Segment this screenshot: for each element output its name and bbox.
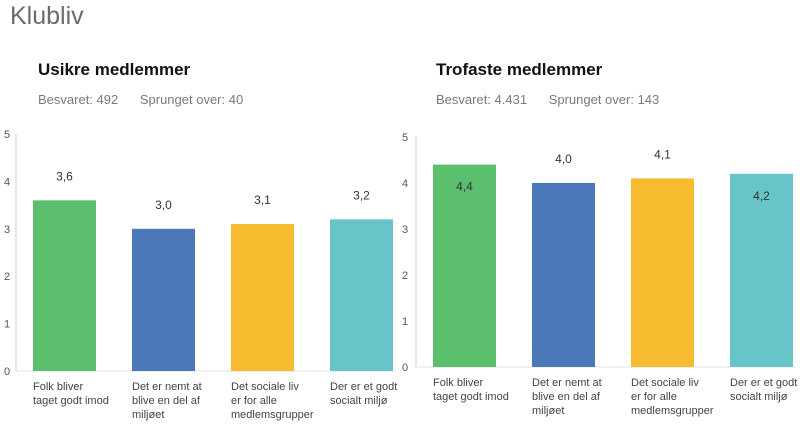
bar [33, 200, 96, 371]
answered-count: Besvaret: 4.431 [436, 92, 528, 107]
bar [631, 178, 694, 367]
skipped-count: Sprunget over: 40 [139, 92, 244, 107]
chart-stats: Besvaret: 4.431 Sprunget over: 143 [436, 92, 677, 107]
category-label: er for alle [231, 395, 277, 407]
category-label: taget godt imod [33, 395, 109, 407]
chart-panel-trofaste: Trofaste medlemmer Besvaret: 4.431 Sprun… [400, 0, 800, 438]
chart-panel-usikre: Usikre medlemmer Besvaret: 492 Sprunget … [4, 60, 397, 421]
data-label: 4,4 [456, 180, 473, 194]
y-tick-label: 2 [402, 270, 408, 282]
page-title: Klubliv [10, 2, 84, 30]
chart-title: Usikre medlemmer [38, 60, 191, 79]
category-label: Folk bliver [433, 377, 483, 389]
bar [132, 228, 195, 371]
y-tick-label: 3 [4, 224, 10, 236]
category-label: Det er nemt at [532, 377, 602, 389]
chart-stats: Besvaret: 492 Sprunget over: 40 [38, 92, 261, 107]
data-label: 4,1 [654, 147, 671, 161]
bar [330, 219, 393, 371]
y-tick-label: 2 [4, 271, 10, 283]
y-tick-label: 1 [402, 316, 408, 328]
category-label: blive en del af [532, 391, 601, 403]
y-tick-label: 4 [402, 178, 408, 190]
category-label: socialt miljø [330, 395, 388, 407]
category-label: blive en del af [132, 395, 201, 407]
category-label: Der er et godt [730, 377, 797, 389]
category-label: er for alle [631, 391, 677, 403]
category-label: medlemsgrupper [231, 409, 314, 421]
category-label: taget godt imod [433, 391, 509, 403]
category-label: Det er nemt at [132, 381, 202, 393]
y-tick-label: 3 [402, 224, 408, 236]
category-label: medlemsgrupper [631, 405, 714, 417]
category-label: miljøet [532, 405, 564, 417]
data-label: 4,2 [753, 189, 770, 203]
category-label: miljøet [132, 409, 164, 421]
y-tick-label: 0 [402, 362, 408, 374]
y-tick-label: 4 [4, 176, 10, 188]
answered-count: Besvaret: 492 [38, 92, 119, 107]
data-label: 3,0 [155, 198, 172, 212]
data-label: 3,2 [353, 188, 370, 202]
y-tick-label: 1 [4, 319, 10, 331]
data-label: 4,0 [555, 152, 572, 166]
chart-title: Trofaste medlemmer [436, 60, 603, 79]
bar [532, 183, 595, 367]
category-label: Folk bliver [33, 381, 83, 393]
bar [730, 173, 793, 367]
y-tick-label: 5 [4, 129, 10, 141]
y-tick-label: 5 [402, 132, 408, 144]
y-tick-label: 0 [4, 366, 10, 378]
category-label: Det sociale liv [231, 381, 299, 393]
data-label: 3,6 [56, 169, 73, 183]
bar [231, 224, 294, 371]
bar-chart-trofaste: 0 1 2 3 4 5 4,4 Folk bliver taget godt imod 4,0 De… [402, 132, 797, 417]
category-label: Der er et godt [330, 381, 397, 393]
skipped-count: Sprunget over: 143 [548, 92, 660, 107]
bar-chart-usikre: 0 1 2 3 4 5 3,6 Folk bliver taget godt imod 3,0 De… [4, 129, 397, 421]
bar [433, 164, 496, 367]
category-label: socialt miljø [730, 391, 788, 403]
data-label: 3,1 [254, 193, 271, 207]
category-label: Det sociale liv [631, 377, 699, 389]
